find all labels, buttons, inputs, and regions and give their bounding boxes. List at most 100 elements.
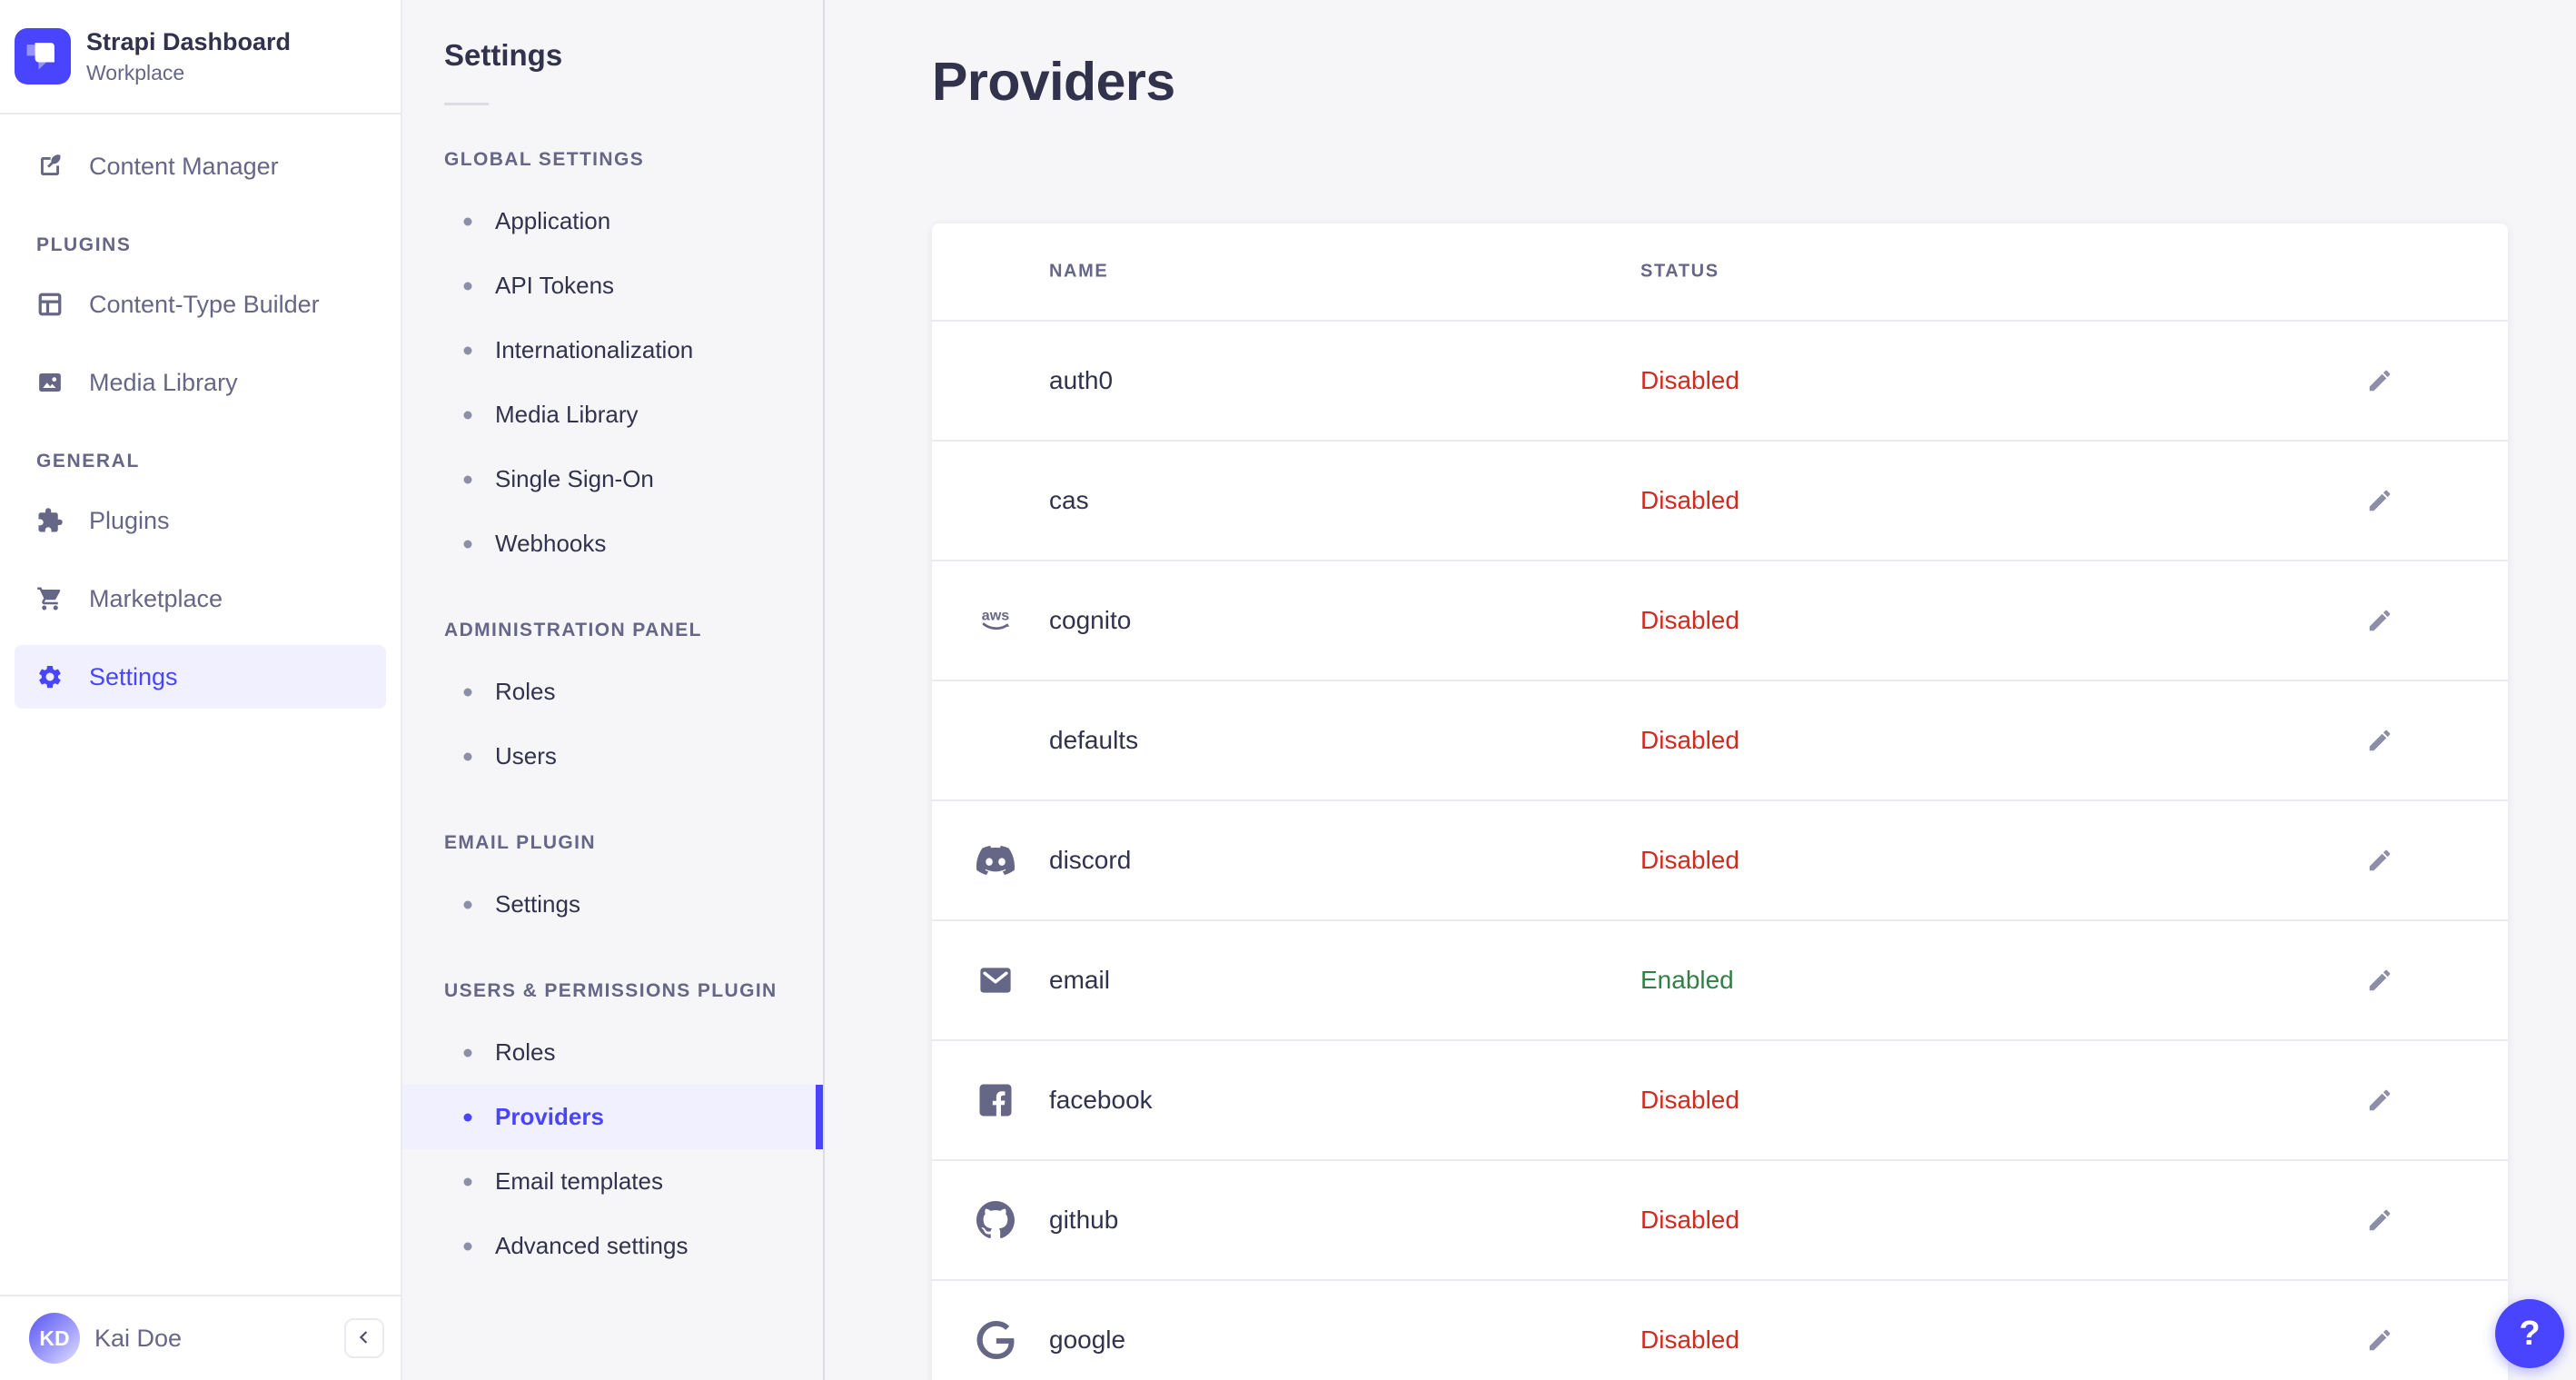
edit-provider-button[interactable]: [2362, 482, 2398, 519]
subnav-item-label: Email templates: [495, 1167, 663, 1195]
edit-provider-button[interactable]: [2362, 362, 2398, 399]
subnav-section-label: USERS & PERMISSIONS PLUGIN: [444, 980, 778, 1001]
divider: [444, 103, 489, 105]
provider-name: facebook: [1049, 1086, 1153, 1114]
settings-subnav: Settings GLOBAL SETTINGS Application API T…: [402, 0, 825, 1380]
avatar: KD: [29, 1313, 80, 1364]
edit-provider-button[interactable]: [2362, 842, 2398, 879]
subnav-item-advanced-settings[interactable]: Advanced settings: [402, 1214, 823, 1278]
sidebar-section-label: GENERAL: [36, 451, 140, 472]
table-row-github: github Disabled: [932, 1161, 2508, 1281]
table-row-google: google Disabled: [932, 1281, 2508, 1380]
provider-name: google: [1049, 1325, 1126, 1354]
github-icon: [974, 1198, 1017, 1242]
subnav-item-label: Media Library: [495, 401, 639, 428]
pencil-icon: [2366, 367, 2393, 394]
google-icon: [974, 1318, 1017, 1362]
subnav-list: Settings: [402, 872, 823, 937]
pencil-icon: [2366, 1206, 2393, 1234]
sidebar-item-content-type-builder[interactable]: Content-Type Builder: [15, 273, 386, 336]
pencil-icon: [2366, 1326, 2393, 1354]
facebook-icon: [974, 1078, 1017, 1122]
puzzle-icon: [36, 507, 64, 534]
edit-provider-button[interactable]: [2362, 602, 2398, 639]
pencil-icon: [2366, 1087, 2393, 1114]
column-header-status: STATUS: [1640, 261, 1719, 282]
brand-title: Strapi Dashboard: [86, 27, 292, 55]
subnav-item-webhooks[interactable]: Webhooks: [402, 511, 823, 576]
subnav-item-settings[interactable]: Settings: [402, 872, 823, 937]
brand: Strapi Dashboard Workplace: [0, 0, 401, 114]
edit-provider-button[interactable]: [2362, 1082, 2398, 1118]
sidebar-item-content-manager[interactable]: Content Manager: [15, 134, 386, 198]
edit-provider-button[interactable]: [2362, 1322, 2398, 1358]
help-button[interactable]: ?: [2495, 1299, 2564, 1368]
sidebar-item-label: Plugins: [89, 506, 170, 534]
subnav-item-email-templates[interactable]: Email templates: [402, 1149, 823, 1214]
table-row-discord: discord Disabled: [932, 801, 2508, 921]
table-row-cas: cas Disabled: [932, 442, 2508, 561]
provider-name: cognito: [1049, 606, 1132, 634]
provider-name: defaults: [1049, 726, 1139, 754]
subnav-item-api-tokens[interactable]: API Tokens: [402, 253, 823, 318]
edit-provider-button[interactable]: [2362, 722, 2398, 759]
provider-status: Disabled: [1640, 606, 1739, 634]
subnav-list: Roles Users: [402, 660, 823, 789]
image-icon: [36, 369, 64, 396]
subnav-section-label: ADMINISTRATION PANEL: [444, 620, 702, 640]
provider-name: discord: [1049, 846, 1132, 874]
provider-name: cas: [1049, 486, 1089, 514]
provider-status: Enabled: [1640, 966, 1734, 994]
edit-provider-button[interactable]: [2362, 962, 2398, 998]
main-content: Providers NAME STATUS auth0 Disabled cas Di…: [827, 0, 2576, 1380]
sidebar-item-media-library[interactable]: Media Library: [15, 351, 386, 414]
subnav-item-label: Webhooks: [495, 530, 607, 557]
feather-icon: [36, 153, 64, 180]
provider-status: Disabled: [1640, 726, 1739, 754]
sidebar-item-settings[interactable]: Settings: [15, 645, 386, 709]
subnav-item-roles[interactable]: Roles: [402, 660, 823, 724]
provider-status: Disabled: [1640, 1206, 1739, 1234]
table-row-facebook: facebook Disabled: [932, 1041, 2508, 1161]
subnav-item-single-sign-on[interactable]: Single Sign-On: [402, 447, 823, 511]
provider-status: Disabled: [1640, 366, 1739, 394]
sidebar-item-marketplace[interactable]: Marketplace: [15, 567, 386, 630]
table-header: NAME STATUS: [932, 223, 2508, 322]
subnav-section-label: GLOBAL SETTINGS: [444, 149, 645, 170]
subnav-item-label: Users: [495, 742, 557, 769]
provider-name: github: [1049, 1206, 1119, 1234]
subnav-item-users[interactable]: Users: [402, 724, 823, 789]
aws-icon: aws: [974, 599, 1017, 642]
providers-table-card: NAME STATUS auth0 Disabled cas Disabled aws c…: [932, 223, 2508, 1380]
subnav-item-roles[interactable]: Roles: [402, 1020, 823, 1085]
subnav-item-application[interactable]: Application: [402, 189, 823, 253]
subnav-sections: GLOBAL SETTINGS Application API Tokens Inte…: [402, 149, 823, 1278]
sidebar-item-plugins[interactable]: Plugins: [15, 489, 386, 552]
pencil-icon: [2366, 967, 2393, 994]
subnav-item-label: Roles: [495, 678, 556, 705]
subnav-item-internationalization[interactable]: Internationalization: [402, 318, 823, 382]
brand-subtitle: Workplace: [86, 61, 185, 85]
subnav-section-label: EMAIL PLUGIN: [444, 832, 596, 853]
pencil-icon: [2366, 487, 2393, 514]
collapse-sidebar-button[interactable]: [344, 1318, 384, 1358]
subnav-item-label: Application: [495, 207, 611, 234]
sidebar-section-label: PLUGINS: [36, 234, 132, 255]
subnav-item-providers[interactable]: Providers: [402, 1085, 823, 1149]
user-name: Kai Doe: [94, 1324, 183, 1352]
sidebar-item-label: Content Manager: [89, 152, 279, 180]
edit-provider-button[interactable]: [2362, 1202, 2398, 1238]
table-row-email: email Enabled: [932, 921, 2508, 1041]
table-row-cognito: aws cognito Disabled: [932, 561, 2508, 681]
email-icon: [974, 958, 1017, 1002]
table-row-auth0: auth0 Disabled: [932, 322, 2508, 442]
subnav-item-label: Advanced settings: [495, 1232, 689, 1259]
subnav-item-media-library[interactable]: Media Library: [402, 382, 823, 447]
grid-icon: [36, 291, 64, 318]
provider-name: auth0: [1049, 366, 1114, 394]
sidebar-item-label: Settings: [89, 662, 178, 690]
provider-status: Disabled: [1640, 1086, 1739, 1114]
gear-icon: [36, 663, 64, 690]
subnav-item-label: Internationalization: [495, 336, 694, 363]
strapi-logo-icon: [15, 28, 71, 84]
